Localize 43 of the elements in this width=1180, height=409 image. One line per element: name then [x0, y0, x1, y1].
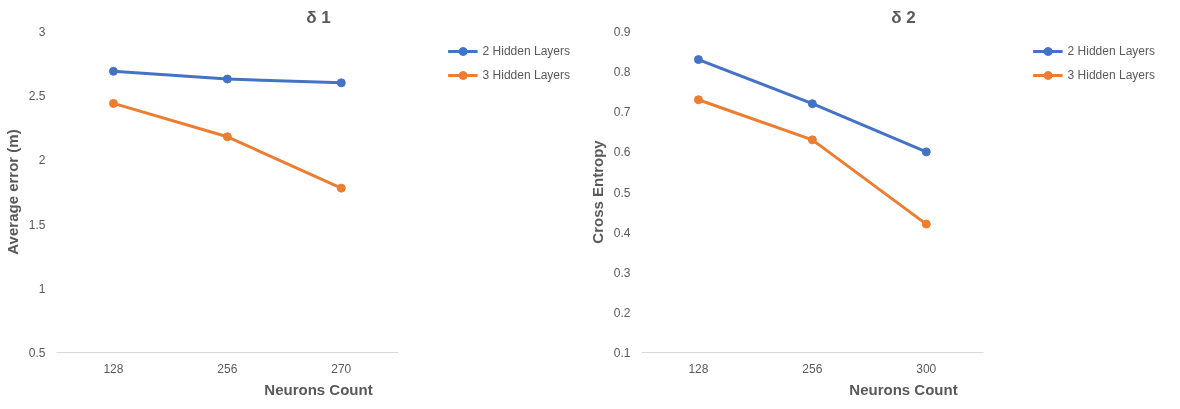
- y-tick-label: 0.3: [613, 265, 631, 280]
- point: [921, 219, 931, 229]
- y-tick-label: 2: [38, 153, 46, 168]
- y-axis-title: Cross Entropy: [588, 139, 606, 244]
- legend-label: 3 Hidden Layers: [482, 68, 570, 82]
- point: [108, 66, 118, 76]
- y-axis-title: Average error (m): [3, 129, 21, 255]
- point: [222, 74, 232, 84]
- point: [108, 98, 118, 108]
- y-tick-label: 1: [38, 281, 46, 296]
- point: [222, 132, 232, 142]
- x-axis-title: Neurons Count: [849, 380, 958, 398]
- y-tick-label: 1.5: [28, 217, 46, 232]
- y-tick-label: 2.5: [28, 89, 46, 104]
- legend-label: 2 Hidden Layers: [482, 44, 570, 58]
- x-tick-label: 256: [802, 361, 823, 376]
- y-tick-label: 0.7: [613, 105, 631, 120]
- point: [336, 183, 346, 193]
- chart-title: δ 2: [891, 7, 916, 27]
- x-tick-label: 270: [331, 361, 352, 376]
- point: [807, 99, 817, 109]
- x-tick-label: 128: [103, 361, 124, 376]
- x-tick-label: 300: [916, 361, 937, 376]
- point: [336, 78, 346, 88]
- y-tick-label: 0.4: [613, 225, 631, 240]
- y-tick-label: 0.2: [613, 305, 631, 320]
- y-tick-label: 0.5: [613, 185, 631, 200]
- y-tick-label: 0.8: [613, 65, 631, 80]
- legend-label: 3 Hidden Layers: [1067, 68, 1155, 82]
- x-tick-label: 128: [688, 361, 709, 376]
- point: [693, 55, 703, 65]
- legend-label: 2 Hidden Layers: [1067, 44, 1155, 58]
- point: [807, 135, 817, 145]
- y-tick-label: 0.5: [28, 346, 46, 360]
- x-tick-label: 256: [217, 361, 238, 376]
- x-axis-title: Neurons Count: [264, 380, 373, 398]
- y-tick-label: 0.1: [613, 346, 631, 360]
- y-tick-label: 0.6: [613, 145, 631, 160]
- point: [693, 95, 703, 105]
- y-tick-label: 3: [38, 25, 46, 39]
- y-tick-label: 0.9: [613, 25, 631, 39]
- point: [921, 147, 931, 157]
- chart-title: δ 1: [306, 7, 331, 27]
